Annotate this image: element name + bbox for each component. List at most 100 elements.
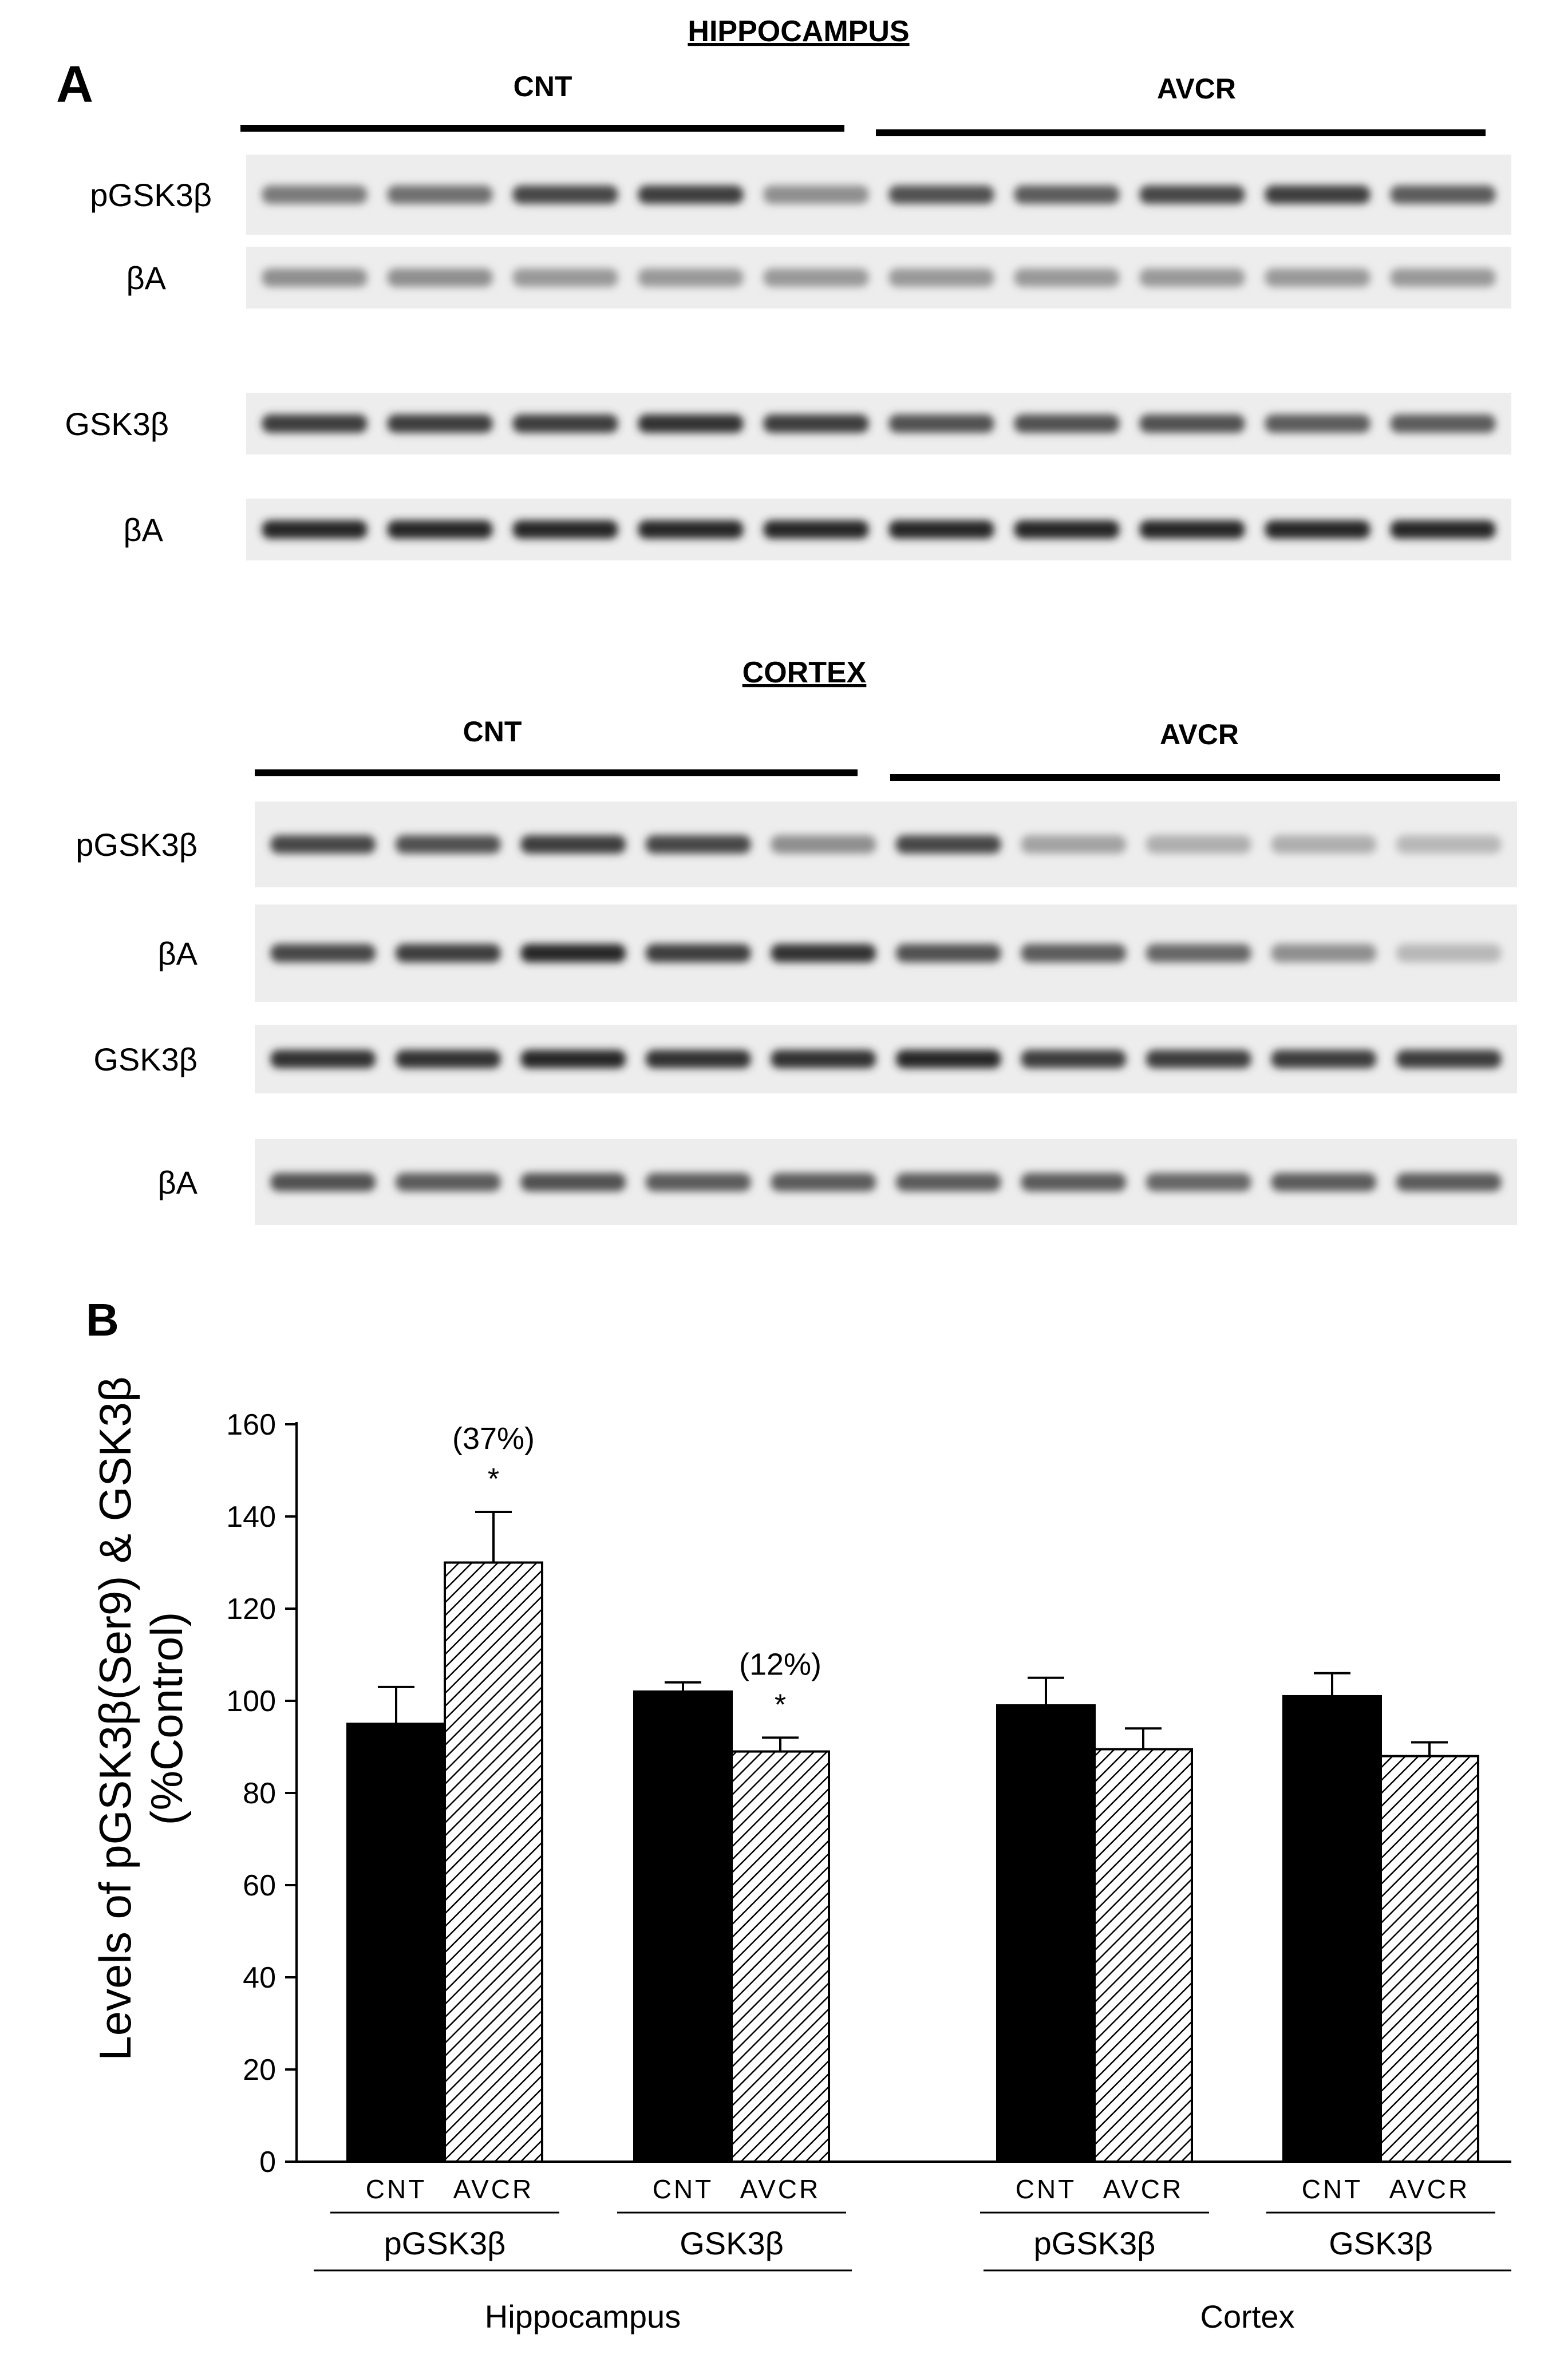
condition-label: CNT	[366, 2174, 427, 2204]
panel-b-label: B	[86, 1294, 119, 1345]
blot-band	[512, 520, 618, 539]
blot-band	[895, 944, 1001, 962]
blot-band	[1014, 520, 1120, 539]
blot-band	[1014, 414, 1120, 433]
blot-band	[763, 268, 869, 287]
percent-change-label: (37%)	[452, 1421, 535, 1456]
blot-band	[520, 944, 626, 962]
blot-band	[1021, 835, 1127, 854]
blot-band	[1014, 185, 1120, 204]
group-label-avcr-hippocampus: AVCR	[1157, 73, 1236, 105]
blot-band	[1390, 520, 1496, 539]
bar-chart: Levels of pGSK3β(Ser9) & GSK3β (%Control…	[90, 1376, 1511, 2335]
blot-band	[1265, 185, 1370, 204]
y-tick-label: 40	[243, 1961, 276, 1994]
blot-band	[387, 268, 493, 287]
y-tick-label: 160	[226, 1408, 276, 1441]
blot-row: pGSK3β	[76, 801, 1517, 887]
protein-label: pGSK3β	[384, 2225, 506, 2261]
blot-band	[888, 185, 994, 204]
blot-band	[1139, 520, 1245, 539]
region-label: Cortex	[1200, 2298, 1295, 2335]
blot-cortex: CORTEX CNT AVCR pGSK3β βA GSK3β βA	[76, 656, 1517, 1225]
blot-row-label: pGSK3β	[76, 827, 198, 863]
region-label: Hippocampus	[485, 2298, 681, 2335]
blot-band	[638, 185, 744, 204]
protein-label: GSK3β	[680, 2225, 784, 2261]
blot-band	[638, 520, 744, 539]
protein-label: pGSK3β	[1034, 2225, 1156, 2261]
y-axis-title-line-2: (%Control)	[141, 1612, 192, 1826]
blot-row-label: βA	[157, 1164, 198, 1200]
blot-band	[262, 520, 368, 539]
blot-row: βA	[123, 499, 1511, 560]
bar-avcr	[730, 1750, 830, 2163]
blot-band	[638, 414, 744, 433]
blot-heading-cortex: CORTEX	[742, 656, 867, 689]
blot-band	[270, 1173, 376, 1191]
blot-band	[395, 1050, 501, 1068]
blot-band	[262, 414, 368, 433]
condition-label: AVCR	[1103, 2174, 1183, 2204]
blot-band	[771, 1050, 876, 1068]
blot-row-label: βA	[126, 260, 166, 296]
protein-label: GSK3β	[1329, 2225, 1433, 2261]
blot-band	[1396, 944, 1502, 962]
blot-band	[1021, 1173, 1127, 1191]
y-tick-label: 80	[243, 1777, 276, 1810]
y-tick-label: 140	[226, 1500, 276, 1534]
y-tick-label: 20	[243, 2053, 276, 2087]
blot-band	[1396, 1173, 1502, 1191]
blot-band	[1396, 1050, 1502, 1068]
blot-band	[395, 835, 501, 854]
blot-band	[1390, 414, 1496, 433]
significance-star: *	[775, 1688, 786, 1721]
blot-band	[512, 185, 618, 204]
group-label-cnt-hippocampus: CNT	[514, 70, 572, 102]
blot-band	[763, 414, 869, 433]
blot-row: βA	[157, 905, 1517, 1002]
blot-band	[638, 268, 744, 287]
condition-label: CNT	[1016, 2174, 1077, 2204]
percent-change-label: (12%)	[739, 1647, 821, 1681]
blot-band	[387, 414, 493, 433]
y-tick-label: 120	[226, 1593, 276, 1626]
blot-band	[895, 1050, 1001, 1068]
blot-band	[1021, 944, 1127, 962]
y-axis-title: Levels of pGSK3β(Ser9) & GSK3β (%Control…	[90, 1376, 192, 2060]
blot-band	[1390, 268, 1496, 287]
blot-row: GSK3β	[93, 1025, 1517, 1093]
blot-band	[270, 835, 376, 854]
bar-cnt	[1282, 1695, 1382, 2163]
blot-band	[395, 944, 501, 962]
blot-band	[387, 520, 493, 539]
blot-band	[763, 185, 869, 204]
blot-band	[645, 944, 751, 962]
condition-label: AVCR	[453, 2174, 534, 2204]
blot-band	[387, 185, 493, 204]
blot-band	[262, 268, 368, 287]
blot-band	[1146, 1050, 1251, 1068]
blot-band	[520, 1050, 626, 1068]
blot-band	[512, 268, 618, 287]
blot-band	[1139, 268, 1245, 287]
blot-band	[395, 1173, 501, 1191]
y-tick-label: 60	[243, 1869, 276, 1902]
blot-band	[888, 268, 994, 287]
blot-band	[1139, 414, 1245, 433]
blot-band	[1265, 520, 1370, 539]
blot-band	[1014, 268, 1120, 287]
y-tick-label: 0	[259, 2146, 276, 2179]
bar-avcr	[1380, 1755, 1479, 2163]
blot-row-label: GSK3β	[65, 406, 169, 442]
blot-band	[1021, 1050, 1127, 1068]
group-label-avcr-cortex: AVCR	[1160, 718, 1239, 751]
blot-band	[645, 1050, 751, 1068]
blot-row: GSK3β	[65, 393, 1511, 455]
blot-row-label: βA	[123, 512, 163, 548]
blot-band	[1390, 185, 1496, 204]
blot-row: pGSK3β	[90, 155, 1511, 235]
bar-cnt	[996, 1704, 1096, 2163]
blot-band	[888, 414, 994, 433]
